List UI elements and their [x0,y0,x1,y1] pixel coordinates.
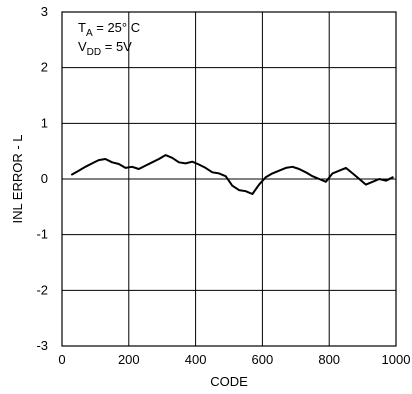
y-tick-label: 3 [41,4,48,19]
conditions-box: TA = 25° C VDD = 5V [78,20,140,58]
x-tick-label: 600 [252,352,274,367]
grid-lines [62,12,396,346]
y-tick-label: 2 [41,60,48,75]
condition-supply-voltage: VDD = 5V [78,39,132,58]
x-tick-label: 1000 [382,352,411,367]
y-tick-label: 0 [41,171,48,186]
x-tick-label: 400 [185,352,207,367]
y-tick-labels: 3 2 1 0 -1 -2 -3 [36,4,48,353]
y-axis-title: INL ERROR - L [10,134,25,223]
y-tick-label: 1 [41,115,48,130]
condition-temperature: TA = 25° C [78,20,140,39]
x-tick-labels: 0 200 400 600 800 1000 [58,352,410,367]
x-tick-label: 200 [118,352,140,367]
x-tick-label: 0 [58,352,65,367]
series-line-1 [71,154,394,195]
y-tick-label: -2 [36,282,48,297]
plot-frame [61,11,397,347]
y-tick-label: -1 [36,227,48,242]
x-tick-label: 800 [318,352,340,367]
y-tick-label: -3 [36,338,48,353]
series-layer [71,154,394,195]
x-axis-title: CODE [210,374,248,389]
